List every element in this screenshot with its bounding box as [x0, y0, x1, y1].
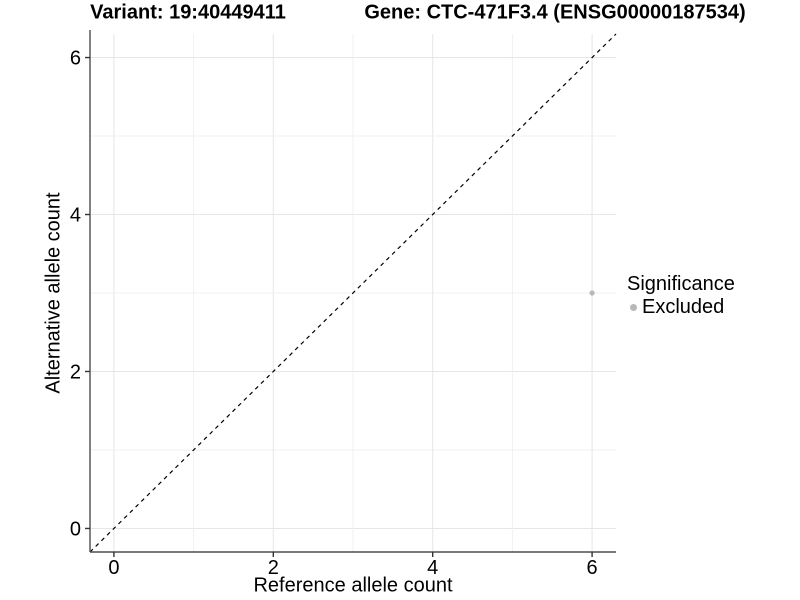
- plot-title-variant: Variant: 19:40449411: [90, 1, 286, 24]
- identity-reference-line: [89, 33, 617, 553]
- y-tick-label: 0: [70, 518, 81, 540]
- y-axis-title: Alternative allele count: [42, 192, 65, 394]
- legend-item-excluded: Excluded: [627, 296, 735, 318]
- legend-item-label: Excluded: [642, 296, 725, 318]
- excluded-point-icon: [630, 303, 637, 311]
- legend: Significance Excluded: [627, 273, 735, 318]
- plot-title-gene: Gene: CTC-471F3.4 (ENSG00000187534): [364, 1, 746, 24]
- x-tick-label: 2: [268, 557, 279, 579]
- y-tick-label: 2: [70, 361, 81, 383]
- x-tick-label: 6: [587, 557, 598, 579]
- data-point: [589, 290, 595, 296]
- y-tick-label: 4: [70, 205, 81, 227]
- x-axis-title: Reference allele count: [253, 574, 453, 597]
- x-tick-label: 0: [108, 557, 119, 579]
- y-tick-label: 6: [70, 48, 81, 70]
- x-tick-label: 4: [427, 557, 438, 579]
- legend-title: Significance: [627, 273, 735, 295]
